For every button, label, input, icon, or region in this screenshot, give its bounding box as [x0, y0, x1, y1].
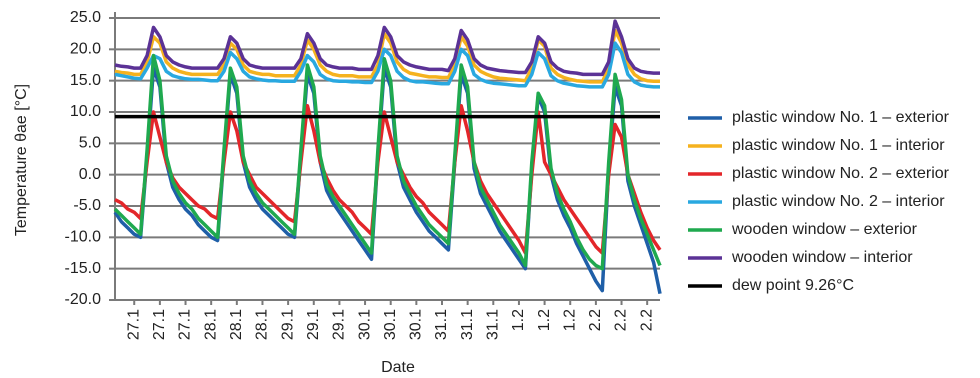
x-tick-label: 1.2	[510, 309, 527, 331]
x-tick-label: 2.2	[613, 309, 630, 331]
y-tick-label: -15.0	[65, 260, 102, 277]
y-tick-label: -20.0	[65, 291, 102, 308]
x-tick-label: 31.1	[485, 309, 502, 340]
x-tick-label: 29.1	[331, 309, 348, 340]
series-line	[114, 41, 660, 89]
x-tick-label: 27.1	[177, 309, 194, 340]
x-axis-label: Date	[381, 359, 415, 376]
legend-label: dew point 9.26°C	[732, 277, 854, 294]
x-tick-label: 27.1	[125, 309, 142, 340]
x-tick-label: 28.1	[202, 309, 219, 340]
y-tick-label: 0.0	[79, 166, 101, 183]
series-line	[114, 28, 660, 84]
x-tick-label: 29.1	[279, 309, 296, 340]
x-tick-label: 30.1	[382, 309, 399, 340]
legend-label: wooden window – exterior	[731, 221, 918, 238]
y-axis-label: Temperature θae [°C]	[13, 84, 30, 236]
series-line	[114, 103, 662, 255]
y-tick-label: 10.0	[70, 103, 101, 120]
x-tick-label: 1.2	[536, 309, 553, 331]
x-tick-label: 2.2	[587, 309, 604, 331]
y-tick-label: 25.0	[70, 9, 101, 26]
y-tick-label: 15.0	[70, 72, 101, 89]
y-tick-label: -10.0	[65, 229, 102, 246]
x-tick-label: 27.1	[151, 309, 168, 340]
y-tick-label: 20.0	[70, 41, 101, 58]
x-tick-label: 31.1	[433, 309, 450, 340]
series-line	[113, 66, 662, 295]
series-line	[113, 53, 662, 271]
x-tick-label: 2.2	[638, 309, 655, 331]
legend-label: wooden window – interior	[731, 249, 913, 266]
legend-label: plastic window No. 2 – exterior	[732, 165, 950, 182]
x-tick-label: 30.1	[408, 309, 425, 340]
x-tick-label: 29.1	[305, 309, 322, 340]
legend-label: plastic window No. 1 – exterior	[732, 109, 950, 126]
x-tick-label: 1.2	[561, 309, 578, 331]
y-tick-label: -5.0	[73, 197, 101, 214]
x-tick-label: 31.1	[459, 309, 476, 340]
x-tick-label: 28.1	[228, 309, 245, 340]
y-tick-label: 5.0	[79, 135, 101, 152]
legend-label: plastic window No. 1 – interior	[732, 137, 945, 154]
x-tick-label: 28.1	[254, 309, 271, 340]
x-tick-label: 30.1	[356, 309, 373, 340]
legend-label: plastic window No. 2 – interior	[732, 193, 945, 210]
series-line	[114, 19, 660, 77]
